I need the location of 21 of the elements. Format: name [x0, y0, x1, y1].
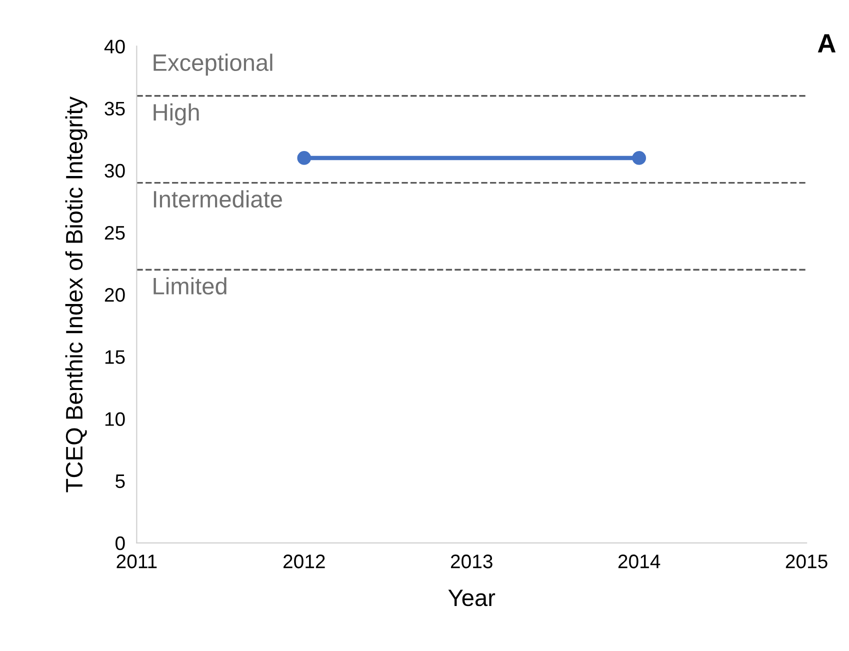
- y-tick-label: 25: [104, 226, 125, 240]
- annotation: Limited: [154, 277, 226, 295]
- y-tick-label: 30: [104, 164, 125, 178]
- y-axis-title: TCEQ Benthic Index of Biotic Integrity: [65, 96, 88, 492]
- y-tick-label: 0: [116, 536, 125, 550]
- y-tick-label: 35: [104, 102, 125, 116]
- y-tick-label: 15: [105, 350, 125, 364]
- text: A: [818, 34, 836, 52]
- x-tick-label: 2012: [284, 554, 325, 568]
- annotation: Intermediate: [154, 190, 282, 208]
- y-tick-label: 10: [105, 412, 125, 426]
- x-axis-title: Year: [448, 590, 496, 606]
- y-tick-label: 40: [104, 40, 125, 54]
- x-tick-label: 2014: [618, 554, 660, 568]
- y-tick-label: 20: [104, 288, 125, 302]
- x-tick-label: 2011: [116, 554, 157, 568]
- y-tick-label: 5: [116, 474, 125, 488]
- annotation: High: [154, 103, 199, 126]
- x-tick-label: 2015: [786, 554, 828, 568]
- annotation: Exceptional: [154, 54, 272, 76]
- x-tick-label: 2013: [450, 554, 492, 568]
